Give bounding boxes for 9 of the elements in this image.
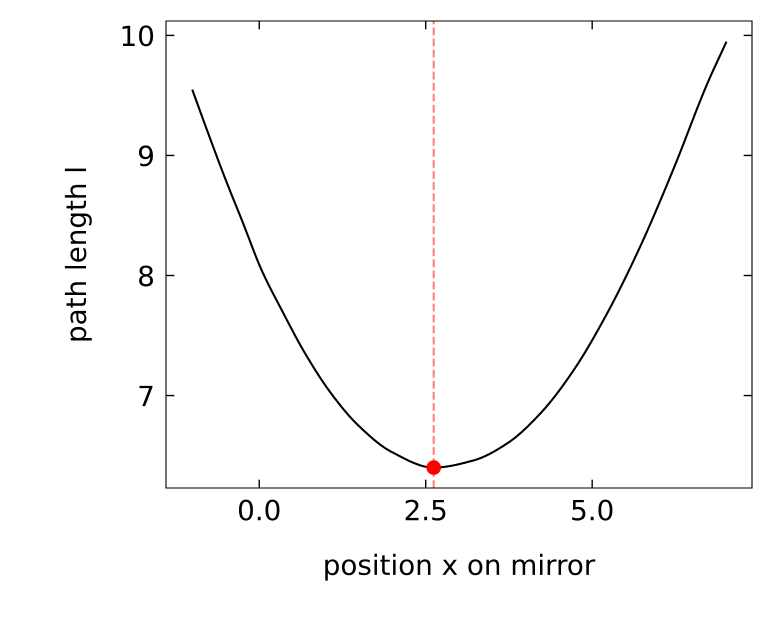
y-tick-label: 9: [138, 145, 153, 166]
x-tick-label: 0.0: [238, 500, 280, 521]
x-axis-title: position x on mirror: [325, 554, 596, 581]
y-tick-label: 10: [122, 25, 154, 46]
y-tick-label: 8: [139, 265, 153, 286]
y-tick-label: 7: [139, 386, 153, 406]
x-tick-label: 5.0: [572, 500, 612, 521]
x-tick-label: 2.5: [406, 500, 446, 521]
y-axis-title: path length l: [64, 168, 92, 341]
